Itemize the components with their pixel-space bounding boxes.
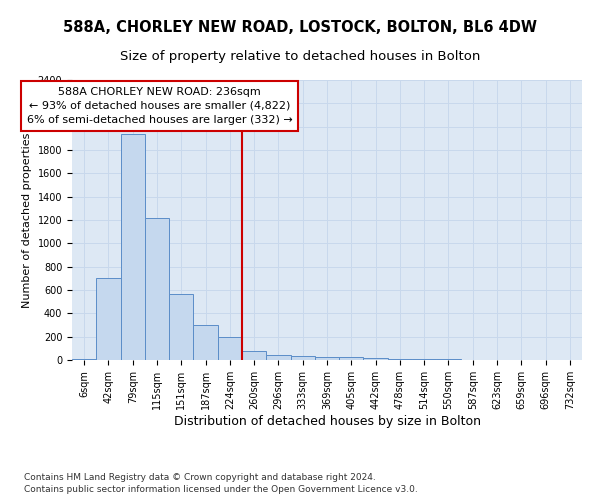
Bar: [339, 356, 364, 360]
Bar: [193, 325, 218, 360]
Bar: [388, 358, 412, 360]
Text: Contains public sector information licensed under the Open Government Licence v3: Contains public sector information licen…: [24, 485, 418, 494]
Bar: [290, 356, 315, 360]
Text: Size of property relative to detached houses in Bolton: Size of property relative to detached ho…: [120, 50, 480, 63]
Bar: [169, 294, 193, 360]
Bar: [242, 350, 266, 360]
Text: 588A, CHORLEY NEW ROAD, LOSTOCK, BOLTON, BL6 4DW: 588A, CHORLEY NEW ROAD, LOSTOCK, BOLTON,…: [63, 20, 537, 35]
Text: 588A CHORLEY NEW ROAD: 236sqm
← 93% of detached houses are smaller (4,822)
6% of: 588A CHORLEY NEW ROAD: 236sqm ← 93% of d…: [26, 87, 292, 125]
Bar: [218, 336, 242, 360]
Bar: [266, 355, 290, 360]
Bar: [145, 218, 169, 360]
Bar: [121, 134, 145, 360]
Y-axis label: Number of detached properties: Number of detached properties: [22, 132, 32, 308]
X-axis label: Distribution of detached houses by size in Bolton: Distribution of detached houses by size …: [173, 414, 481, 428]
Bar: [315, 356, 339, 360]
Bar: [364, 358, 388, 360]
Bar: [72, 359, 96, 360]
Bar: [96, 278, 121, 360]
Bar: [412, 359, 436, 360]
Text: Contains HM Land Registry data © Crown copyright and database right 2024.: Contains HM Land Registry data © Crown c…: [24, 472, 376, 482]
